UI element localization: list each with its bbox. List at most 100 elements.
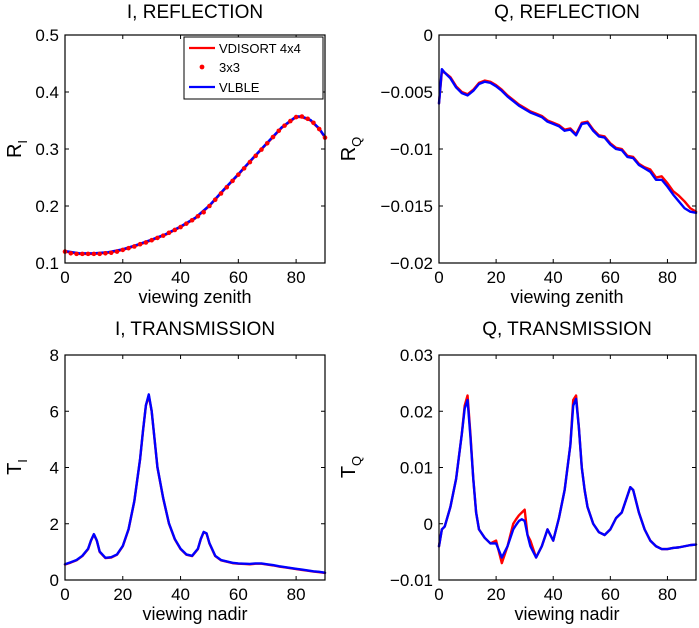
data-point (288, 118, 293, 124)
data-point (207, 203, 212, 209)
data-point (259, 147, 264, 152)
y-axis-label-main: R (4, 144, 26, 158)
data-point (293, 114, 299, 120)
data-point (120, 247, 126, 253)
x-tick-label: 60 (601, 268, 620, 287)
data-point (149, 237, 154, 243)
svg-text:RI: RI (4, 140, 30, 158)
data-point (143, 240, 149, 245)
y-tick-label: 0.4 (35, 83, 59, 102)
svg-text:RQ: RQ (338, 137, 364, 162)
x-tick-label: 0 (60, 268, 69, 287)
legend-label-vlble: VLBLE (219, 80, 260, 95)
y-tick-label: −0.015 (381, 197, 433, 216)
y-tick-label: 2 (50, 515, 59, 534)
plot-area-frame (64, 354, 326, 581)
y-tick-label: −0.01 (390, 140, 433, 159)
data-point (195, 213, 201, 219)
legend: VDISORT 4x4 3x3 VLBLE (183, 36, 324, 100)
y-axis-label-main: T (4, 463, 26, 475)
data-point (178, 224, 183, 230)
x-tick-label: 60 (601, 585, 620, 604)
series-line-vlble (63, 393, 327, 574)
x-tick-label: 20 (487, 585, 506, 604)
x-tick-label: 40 (171, 585, 190, 604)
x-tick-label: 0 (434, 585, 443, 604)
tick-labels: 0 20 40 60 80 0 2 4 6 8 (50, 346, 325, 604)
series-layer (437, 394, 698, 565)
data-point (236, 172, 241, 177)
svg-text:TQ: TQ (338, 456, 364, 478)
data-point (68, 251, 74, 256)
data-point (305, 116, 310, 122)
data-point (108, 250, 114, 256)
panel-title: I, TRANSMISSION (115, 319, 275, 340)
y-tick-label: 0.5 (35, 26, 59, 45)
data-point (212, 197, 218, 203)
y-axis-label-sub: Q (349, 456, 364, 466)
y-tick-label: −0.02 (390, 254, 433, 273)
series-line-vlble (437, 68, 698, 215)
x-tick-label: 40 (171, 268, 190, 287)
y-tick-label: 0.3 (35, 140, 59, 159)
data-point (80, 251, 85, 257)
x-tick-label: 80 (287, 585, 306, 604)
series-line-vdisort-4x4 (437, 70, 698, 213)
panel-q-reflection: Q, REFLECTION 0 20 40 60 80 −0.02 −0.015 −0.01 −… (338, 2, 698, 307)
svg-text:TI: TI (4, 459, 30, 475)
y-tick-label: −0.01 (390, 571, 433, 590)
series-layer (63, 393, 327, 575)
x-axis-label: viewing nadir (142, 604, 247, 624)
y-axis-label-main: R (338, 147, 360, 161)
panel-title: Q, REFLECTION (494, 2, 640, 23)
data-point (264, 141, 270, 146)
y-axis-label: TQ (338, 456, 364, 478)
tick-labels: 0 20 40 60 80 0.1 0.2 0.3 0.4 0.5 (35, 26, 325, 287)
x-tick-label: 80 (658, 585, 677, 604)
data-point (166, 230, 172, 236)
x-tick-label: 40 (544, 585, 563, 604)
data-point (241, 166, 247, 171)
data-point (247, 159, 253, 165)
data-point (103, 251, 108, 256)
x-axis-label: viewing nadir (514, 604, 619, 624)
y-axis-label: TI (4, 459, 30, 475)
legend-swatch-3x3 (199, 64, 205, 70)
panel-title: Q, TRANSMISSION (482, 319, 652, 340)
panel-q-transmission: Q, TRANSMISSION 0 20 40 60 80−0.0100.010.020… (338, 319, 698, 624)
y-tick-label: 0 (50, 571, 59, 590)
y-tick-label: 0.01 (400, 459, 433, 478)
data-point (253, 153, 258, 159)
series-line-vlble (437, 397, 698, 559)
y-tick-label: 0 (424, 26, 433, 45)
x-tick-label: 80 (287, 268, 306, 287)
y-tick-label: 4 (50, 459, 59, 478)
series-line-vdisort-4x4 (437, 394, 698, 565)
panel-title: I, REFLECTION (127, 2, 263, 23)
data-point (230, 178, 235, 184)
panel-i-transmission: I, TRANSMISSION 0 20 40 60 80 0 2 4 6 8 viewing n… (4, 319, 327, 624)
x-tick-label: 80 (658, 268, 677, 287)
data-point (97, 251, 102, 257)
x-tick-label: 0 (60, 585, 69, 604)
x-tick-label: 0 (434, 268, 443, 287)
data-point (201, 209, 206, 215)
data-point (224, 184, 230, 190)
data-point (155, 235, 160, 241)
data-point (311, 120, 316, 126)
series-line-vdisort-4x4 (63, 394, 327, 575)
y-tick-label: 0 (424, 515, 433, 534)
data-point (270, 134, 276, 140)
y-axis-label-sub: I (15, 459, 30, 463)
panel-i-reflection: I, REFLECTION 0 20 40 60 80 0.1 0.2 0.3 0.4 0.5 v… (4, 2, 328, 307)
plot-area-frame (438, 34, 697, 264)
series-layer (62, 114, 328, 257)
y-tick-label: 0.03 (400, 346, 433, 365)
series-line-vlble (63, 115, 327, 255)
x-axis-label: viewing zenith (510, 287, 623, 307)
data-point (189, 217, 195, 223)
data-point (132, 244, 137, 249)
data-point (74, 251, 79, 257)
